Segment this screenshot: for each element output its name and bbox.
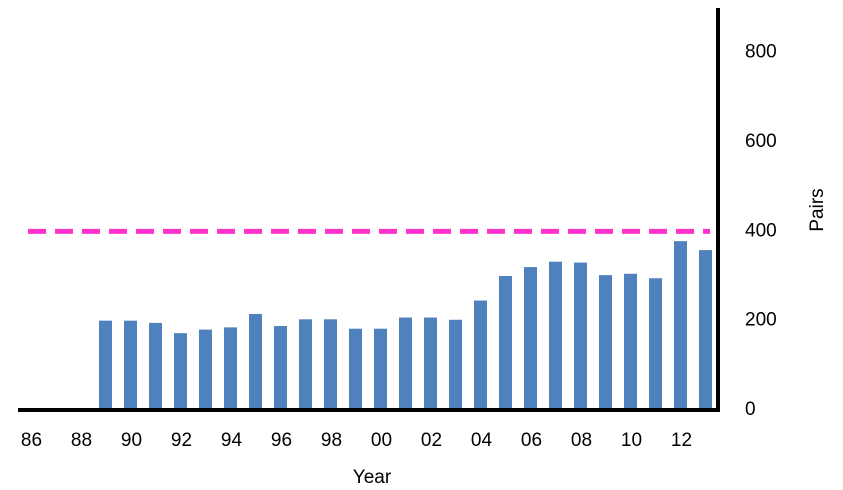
x-axis-label: Year [353,467,392,488]
bar [199,329,212,410]
bar [249,313,262,410]
bar [474,300,487,410]
x-tick-label: 96 [271,430,292,451]
bar [674,241,687,410]
bar [274,326,287,410]
y-axis-label: Pairs [807,188,828,231]
x-tick-label: 04 [471,430,493,451]
x-tick-label: 06 [521,430,542,451]
bar [649,278,662,410]
bar [124,320,137,410]
bar [499,276,512,410]
x-tick-label: 10 [621,430,642,451]
x-tick-label: 94 [221,430,243,451]
bar [574,262,587,410]
x-tick-label: 88 [71,430,92,451]
bar [699,250,712,410]
y-tick-label: 600 [745,131,777,152]
y-tick-label: 0 [745,399,756,420]
bar [174,333,187,410]
y-tick-label: 400 [745,220,777,241]
x-tick-label: 08 [571,430,592,451]
y-tick-label: 200 [745,310,777,331]
x-tick-label: 98 [321,430,342,451]
x-tick-label: 02 [421,430,442,451]
y-tick-label: 800 [745,42,777,63]
bar [524,267,537,410]
x-tick-label: 92 [171,430,192,451]
bar [374,328,387,410]
bar [324,319,337,410]
x-tick-label: 00 [371,430,392,451]
bar [349,328,362,410]
bar [99,320,112,410]
bar [424,317,437,410]
bar [149,322,162,410]
bar [449,319,462,410]
x-tick-label: 12 [671,430,692,451]
bar [624,273,637,410]
bar [399,317,412,410]
x-tick-label: 86 [21,430,42,451]
bar [549,261,562,410]
bar [224,327,237,410]
bar [299,319,312,410]
x-tick-label: 90 [121,430,142,451]
bar [599,275,612,410]
